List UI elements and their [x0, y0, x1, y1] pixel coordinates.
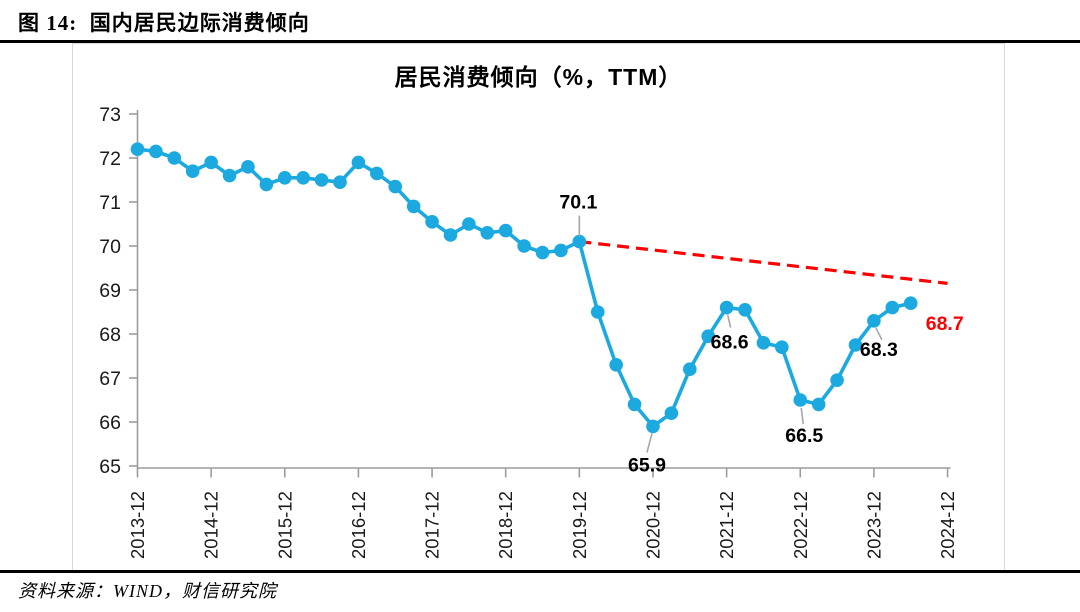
x-tick-label: 2014-12 [201, 491, 222, 559]
x-tick-label: 2017-12 [422, 491, 443, 559]
x-tick-labels: 2013-12 2014-12 2015-12 2016-12 2017-12 2018-… [127, 491, 958, 559]
y-axis-line [136, 110, 951, 469]
series-line [135, 147, 913, 429]
data-label: 68.7 [926, 313, 964, 335]
data-point [848, 338, 863, 352]
label-leader-line [800, 407, 805, 425]
data-point [351, 155, 366, 170]
bottom-rule [0, 570, 1080, 573]
label-leader-line [875, 327, 883, 341]
y-tick-label: 65 [99, 456, 121, 478]
data-point [646, 419, 660, 434]
data-point [388, 179, 403, 194]
data-point [756, 336, 771, 350]
data-point [903, 296, 918, 311]
data-label: 66.5 [785, 425, 823, 447]
data-point [498, 223, 513, 238]
data-point [775, 340, 789, 355]
series-markers [130, 142, 918, 434]
data-point [664, 406, 679, 421]
data-point [425, 215, 439, 229]
data-point [149, 144, 163, 159]
data-label: 68.3 [860, 339, 898, 361]
x-tick-label: 2019-12 [569, 491, 590, 559]
data-point [701, 329, 716, 344]
data-point [554, 243, 568, 258]
data-point [719, 300, 734, 315]
data-point [443, 228, 458, 242]
y-tick-label: 72 [99, 148, 121, 170]
data-point [517, 239, 531, 253]
data-point [738, 303, 752, 317]
data-point [314, 173, 329, 187]
x-tick-label: 2018-12 [495, 491, 516, 559]
label-leader-line [646, 433, 653, 453]
x-tick-label: 2022-12 [790, 491, 811, 559]
axes [129, 110, 951, 478]
top-rule [0, 40, 1080, 43]
data-point [627, 397, 642, 412]
label-leader-line [726, 314, 732, 328]
data-point [793, 393, 808, 407]
x-tick-label: 2015-12 [274, 491, 295, 559]
data-point [462, 217, 476, 231]
x-tick-label: 2013-12 [127, 491, 148, 559]
data-point [590, 305, 605, 319]
data-point [333, 175, 347, 189]
data-point [167, 151, 182, 165]
data-point [480, 226, 495, 240]
x-tick-label: 2023-12 [863, 491, 884, 559]
data-point [535, 245, 550, 260]
data-point [811, 397, 826, 412]
source-note: 资料来源：WIND，财信研究院 [18, 581, 277, 601]
data-point [370, 166, 384, 181]
data-point [830, 373, 844, 388]
data-point [572, 234, 587, 249]
data-label: 70.1 [559, 192, 597, 214]
y-tick-label: 71 [99, 192, 121, 214]
data-label: 68.6 [711, 332, 749, 354]
data-point [259, 177, 274, 192]
data-point [185, 164, 200, 178]
data-point [885, 300, 900, 315]
chart-frame [72, 43, 1005, 572]
data-point [277, 171, 292, 185]
y-tick-label: 66 [99, 412, 121, 434]
figure-caption: 图 14: 国内居民边际消费倾向 [18, 11, 310, 35]
y-tick-label: 73 [99, 104, 121, 126]
x-tick-label: 2021-12 [716, 491, 737, 559]
chart-title: 居民消费倾向（%，TTM） [394, 64, 683, 90]
y-tick-label: 69 [99, 280, 121, 302]
y-tick-labels: 65 66 67 68 69 70 71 72 73 [99, 104, 121, 478]
data-point [130, 142, 145, 156]
x-tick-label: 2024-12 [937, 491, 958, 559]
y-tick-label: 68 [99, 324, 121, 346]
data-point [867, 314, 881, 328]
data-point [406, 199, 421, 214]
data-point [204, 155, 218, 170]
trend-dashed-line [579, 240, 948, 285]
data-point [241, 160, 255, 174]
x-tick-label: 2016-12 [348, 491, 369, 559]
y-tick-label: 67 [99, 368, 121, 390]
data-point [609, 358, 623, 372]
data-point [683, 362, 697, 377]
y-tick-label: 70 [99, 236, 121, 258]
data-point [222, 168, 237, 183]
data-label: 65.9 [628, 454, 666, 476]
x-tick-label: 2020-12 [642, 491, 663, 559]
data-labels: 70.1 65.9 68.6 66.5 68.3 68.7 [559, 192, 963, 477]
data-point [296, 171, 310, 185]
